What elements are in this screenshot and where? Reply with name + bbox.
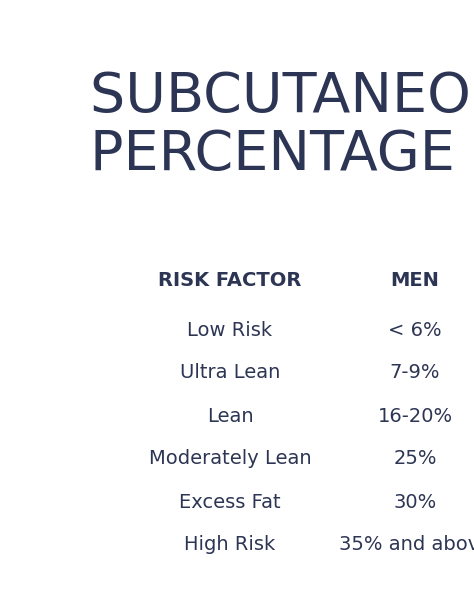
Text: High Risk: High Risk <box>184 535 275 554</box>
Text: 16-20%: 16-20% <box>377 406 453 426</box>
Text: 7-9%: 7-9% <box>390 363 440 383</box>
Text: < 6%: < 6% <box>388 321 442 340</box>
Text: Moderately Lean: Moderately Lean <box>149 449 311 468</box>
Text: 30%: 30% <box>393 492 437 511</box>
Text: SUBCUTANEOUS FAT
PERCENTAGE CHART: SUBCUTANEOUS FAT PERCENTAGE CHART <box>90 70 474 182</box>
Text: Low Risk: Low Risk <box>187 321 273 340</box>
Text: Ultra Lean: Ultra Lean <box>180 363 280 383</box>
Text: RISK FACTOR: RISK FACTOR <box>158 271 301 289</box>
Text: 35% and above: 35% and above <box>339 535 474 554</box>
Text: 25%: 25% <box>393 449 437 468</box>
Text: MEN: MEN <box>391 271 439 289</box>
Text: Excess Fat: Excess Fat <box>179 492 281 511</box>
Text: Lean: Lean <box>207 406 253 426</box>
